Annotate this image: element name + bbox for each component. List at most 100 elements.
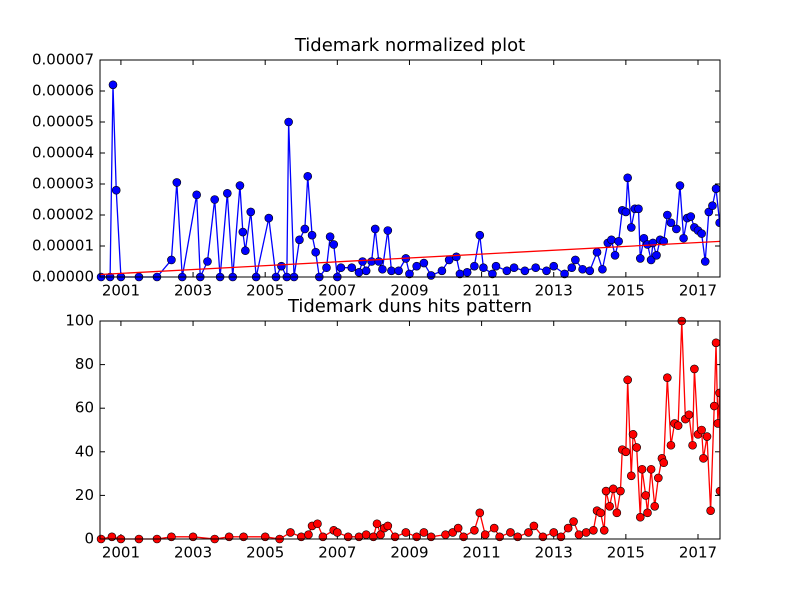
point — [374, 257, 384, 266]
point — [470, 525, 479, 535]
point — [107, 532, 117, 542]
axes-frame — [99, 320, 721, 540]
point — [641, 491, 651, 500]
point — [313, 519, 322, 529]
point — [480, 530, 490, 539]
point — [491, 261, 501, 271]
point — [574, 530, 584, 539]
point — [241, 246, 250, 255]
point — [697, 425, 706, 435]
x-tick-label: 2007 — [318, 282, 356, 300]
point — [663, 210, 672, 220]
point — [167, 255, 176, 265]
point — [654, 473, 663, 483]
y-tick-label: 0.00004 — [32, 144, 94, 162]
point — [354, 268, 364, 277]
point — [475, 230, 485, 240]
point — [708, 201, 717, 210]
point — [372, 519, 382, 529]
point — [336, 263, 346, 273]
y-tick-label: 80 — [75, 355, 94, 373]
chart-title: Tidemark normalized plot — [294, 35, 525, 56]
point — [367, 257, 376, 266]
point — [646, 464, 656, 474]
point — [479, 263, 488, 273]
point — [673, 421, 683, 430]
point — [659, 458, 669, 468]
point — [405, 269, 414, 279]
point — [599, 525, 609, 535]
point — [390, 532, 400, 542]
point — [666, 440, 676, 450]
point — [623, 375, 632, 385]
point — [111, 185, 121, 195]
point — [686, 212, 696, 221]
point — [167, 532, 176, 542]
point — [303, 171, 313, 181]
point — [581, 528, 591, 537]
point — [659, 237, 669, 246]
point — [444, 255, 454, 265]
point — [235, 181, 245, 190]
point — [652, 251, 661, 260]
point — [585, 266, 595, 276]
x-tick-label: 2005 — [246, 544, 284, 562]
point — [437, 266, 447, 276]
point — [401, 528, 411, 537]
point — [601, 486, 611, 496]
point — [277, 261, 286, 271]
point — [307, 230, 317, 240]
point — [264, 213, 274, 223]
point — [626, 471, 636, 481]
point — [361, 266, 371, 276]
point — [108, 80, 118, 90]
point — [634, 204, 643, 214]
point — [354, 532, 364, 542]
point — [188, 532, 198, 542]
y-tick-label: 0.00003 — [32, 175, 94, 193]
point — [643, 508, 652, 518]
point — [646, 255, 656, 265]
y-tick-label: 0.00007 — [32, 51, 94, 69]
point — [607, 235, 616, 245]
y-tick-label: 0.00000 — [32, 268, 94, 286]
y-tick-label: 0.00001 — [32, 237, 94, 255]
point — [637, 464, 647, 474]
point — [295, 235, 304, 245]
point — [246, 207, 256, 217]
point — [358, 257, 367, 266]
y-tick-label: 60 — [75, 399, 94, 417]
point — [626, 223, 636, 232]
point — [210, 195, 219, 204]
point — [684, 410, 694, 420]
point — [711, 338, 720, 348]
point — [556, 532, 566, 542]
point — [715, 486, 720, 496]
point — [538, 532, 548, 542]
point — [578, 264, 587, 274]
point — [513, 532, 522, 542]
point — [610, 251, 620, 260]
axes-frame — [99, 59, 721, 278]
point — [711, 184, 720, 193]
point — [369, 532, 378, 542]
point — [520, 266, 530, 276]
point — [502, 266, 512, 276]
point — [509, 263, 519, 273]
x-tick-label: 2005 — [246, 282, 284, 300]
point — [592, 247, 602, 257]
point — [605, 501, 614, 511]
chart-title: Tidemark duns hits pattern — [287, 296, 532, 317]
point — [621, 207, 631, 217]
x-tick-label: 2017 — [679, 282, 717, 300]
point — [549, 528, 559, 537]
point — [616, 486, 625, 496]
point — [608, 484, 618, 494]
point — [318, 532, 328, 542]
point — [383, 521, 393, 531]
point — [495, 532, 504, 542]
x-tick-label: 2011 — [463, 544, 501, 562]
point — [412, 261, 421, 271]
point — [361, 530, 371, 539]
point — [475, 508, 485, 518]
